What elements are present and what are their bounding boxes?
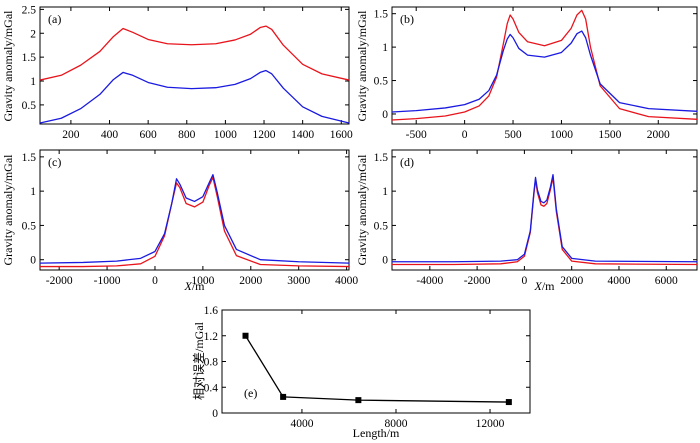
- y-axis-label: Gravity anomaly/mGal: [355, 10, 369, 122]
- panel-b: -500 0 500 1000 1500 2000 0 0.5 1 1.5 (b) Gravity a…: [355, 6, 698, 141]
- x-tick-label: 1200: [253, 129, 276, 141]
- x-tick-label: 0: [522, 275, 528, 287]
- x-tick-label: 8000: [384, 418, 407, 430]
- series-line-blue: [392, 174, 698, 263]
- y-axis-label: Gravity anomaly/mGal: [1, 10, 15, 122]
- x-tick-label: 4000: [290, 418, 313, 430]
- x-tick-label: 12000: [476, 418, 505, 430]
- plot-frame-d: [391, 149, 698, 271]
- plot-frame-b: [391, 6, 698, 125]
- x-tick-label: -2000: [46, 275, 73, 287]
- y-tick-label: 1: [382, 186, 388, 198]
- y-tick-label: 1.5: [22, 152, 37, 164]
- panel-label: (c): [48, 155, 61, 169]
- panel-label: (b): [400, 12, 414, 26]
- y-tick-label: 1.2: [204, 331, 219, 343]
- y-tick-label: 2: [30, 28, 36, 40]
- plot-frame-e: [221, 309, 531, 414]
- panel-c: -2000 -1000 0 1000 2000 3000 4000 0 0.5 1 1.5 (c) Gr…: [1, 149, 358, 293]
- plot-frame-a: [39, 6, 350, 125]
- x-axis-label: Length/m: [353, 426, 400, 440]
- x-tick-label: -500: [406, 129, 427, 141]
- x-tick-label: 400: [101, 129, 119, 141]
- x-tick-label: 1500: [598, 129, 621, 141]
- y-tick-label: 0: [212, 408, 218, 420]
- x-tick-label: 2000: [560, 275, 583, 287]
- y-tick-label: 0.5: [374, 220, 389, 232]
- y-tick-label: 0.4: [204, 382, 219, 394]
- panel-d: -4000 -2000 0 2000 4000 6000 0 0.5 1 1.5 (d) Gravit…: [355, 149, 698, 293]
- y-tick-label: 1: [382, 42, 388, 54]
- x-tick-label: 800: [178, 129, 196, 141]
- y-tick-label: 1: [30, 76, 36, 88]
- series-line-red: [39, 25, 350, 81]
- panel-label: (e): [244, 386, 257, 400]
- y-tick-label: 0: [30, 255, 36, 267]
- x-tick-label: 200: [62, 129, 80, 141]
- x-tick-label: -2000: [464, 275, 491, 287]
- data-point-marker: [242, 332, 249, 339]
- x-tick-label: 1000: [191, 275, 214, 287]
- data-point-marker: [505, 399, 512, 406]
- x-tick-label: 0: [462, 129, 468, 141]
- plot-frame-c: [39, 149, 350, 271]
- series-line-blue: [39, 69, 350, 124]
- x-tick-label: 2000: [239, 275, 262, 287]
- y-tick-label: 2.5: [22, 4, 37, 16]
- x-tick-label: -1000: [94, 275, 121, 287]
- x-tick-label: 2000: [647, 129, 670, 141]
- y-tick-label: 0.8: [204, 357, 219, 369]
- y-tick-label: 1.5: [374, 9, 389, 21]
- y-tick-label: 1.5: [22, 52, 37, 64]
- x-tick-label: 4000: [607, 275, 630, 287]
- y-tick-label: 0.5: [22, 100, 37, 112]
- panel-label: (a): [48, 12, 61, 26]
- y-tick-label: 0: [382, 109, 388, 121]
- x-tick-label: 4000: [335, 275, 358, 287]
- panel-e: 4000 8000 12000 0 0.4 0.8 1.2 1.6 (e) 相对误差/mGal Le…: [192, 305, 531, 440]
- y-tick-label: 1.5: [374, 152, 389, 164]
- series-line-red: [392, 176, 698, 266]
- panel-label: (d): [400, 155, 414, 169]
- series-line-relative-error: [244, 335, 509, 403]
- y-axis-label: Gravity anomaly/mGal: [1, 154, 15, 266]
- y-tick-label: 0.5: [22, 220, 37, 232]
- series-line-blue: [391, 30, 698, 113]
- x-tick-label: 1400: [291, 129, 314, 141]
- x-tick-label: -4000: [416, 275, 443, 287]
- y-tick-label: 1: [30, 186, 36, 198]
- y-tick-label: 1.6: [204, 305, 219, 317]
- y-tick-label: 0.5: [374, 76, 389, 88]
- data-point-marker: [355, 397, 362, 404]
- y-tick-label: 0: [382, 255, 388, 267]
- x-tick-label: 500: [504, 129, 522, 141]
- series-line-red: [40, 176, 350, 268]
- y-axis-label: Gravity anomaly/mGal: [355, 154, 369, 266]
- x-axis-label: X/m: [533, 279, 555, 293]
- x-tick-label: 0: [152, 275, 158, 287]
- x-axis-label: X/m: [183, 279, 205, 293]
- x-tick-label: 3000: [287, 275, 310, 287]
- x-tick-label: 1000: [214, 129, 237, 141]
- data-point-marker: [280, 393, 287, 400]
- x-tick-label: 1600: [330, 129, 353, 141]
- y-axis-label: 相对误差/mGal: [192, 321, 206, 400]
- x-tick-label: 6000: [655, 275, 678, 287]
- x-tick-label: 600: [140, 129, 158, 141]
- series-line-red: [391, 9, 698, 121]
- panel-a: 200 400 600 800 1000 1200 1400 1600 0.5 1 1.5 2 2.5 (…: [1, 4, 353, 141]
- series-line-blue: [39, 174, 350, 264]
- x-tick-label: 1000: [550, 129, 573, 141]
